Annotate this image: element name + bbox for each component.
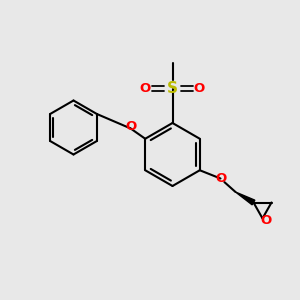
Text: O: O (194, 82, 205, 95)
Polygon shape (236, 192, 255, 205)
Text: O: O (140, 82, 151, 95)
Text: S: S (167, 81, 178, 96)
Text: O: O (125, 119, 136, 133)
Text: O: O (260, 214, 272, 227)
Text: O: O (215, 172, 226, 185)
